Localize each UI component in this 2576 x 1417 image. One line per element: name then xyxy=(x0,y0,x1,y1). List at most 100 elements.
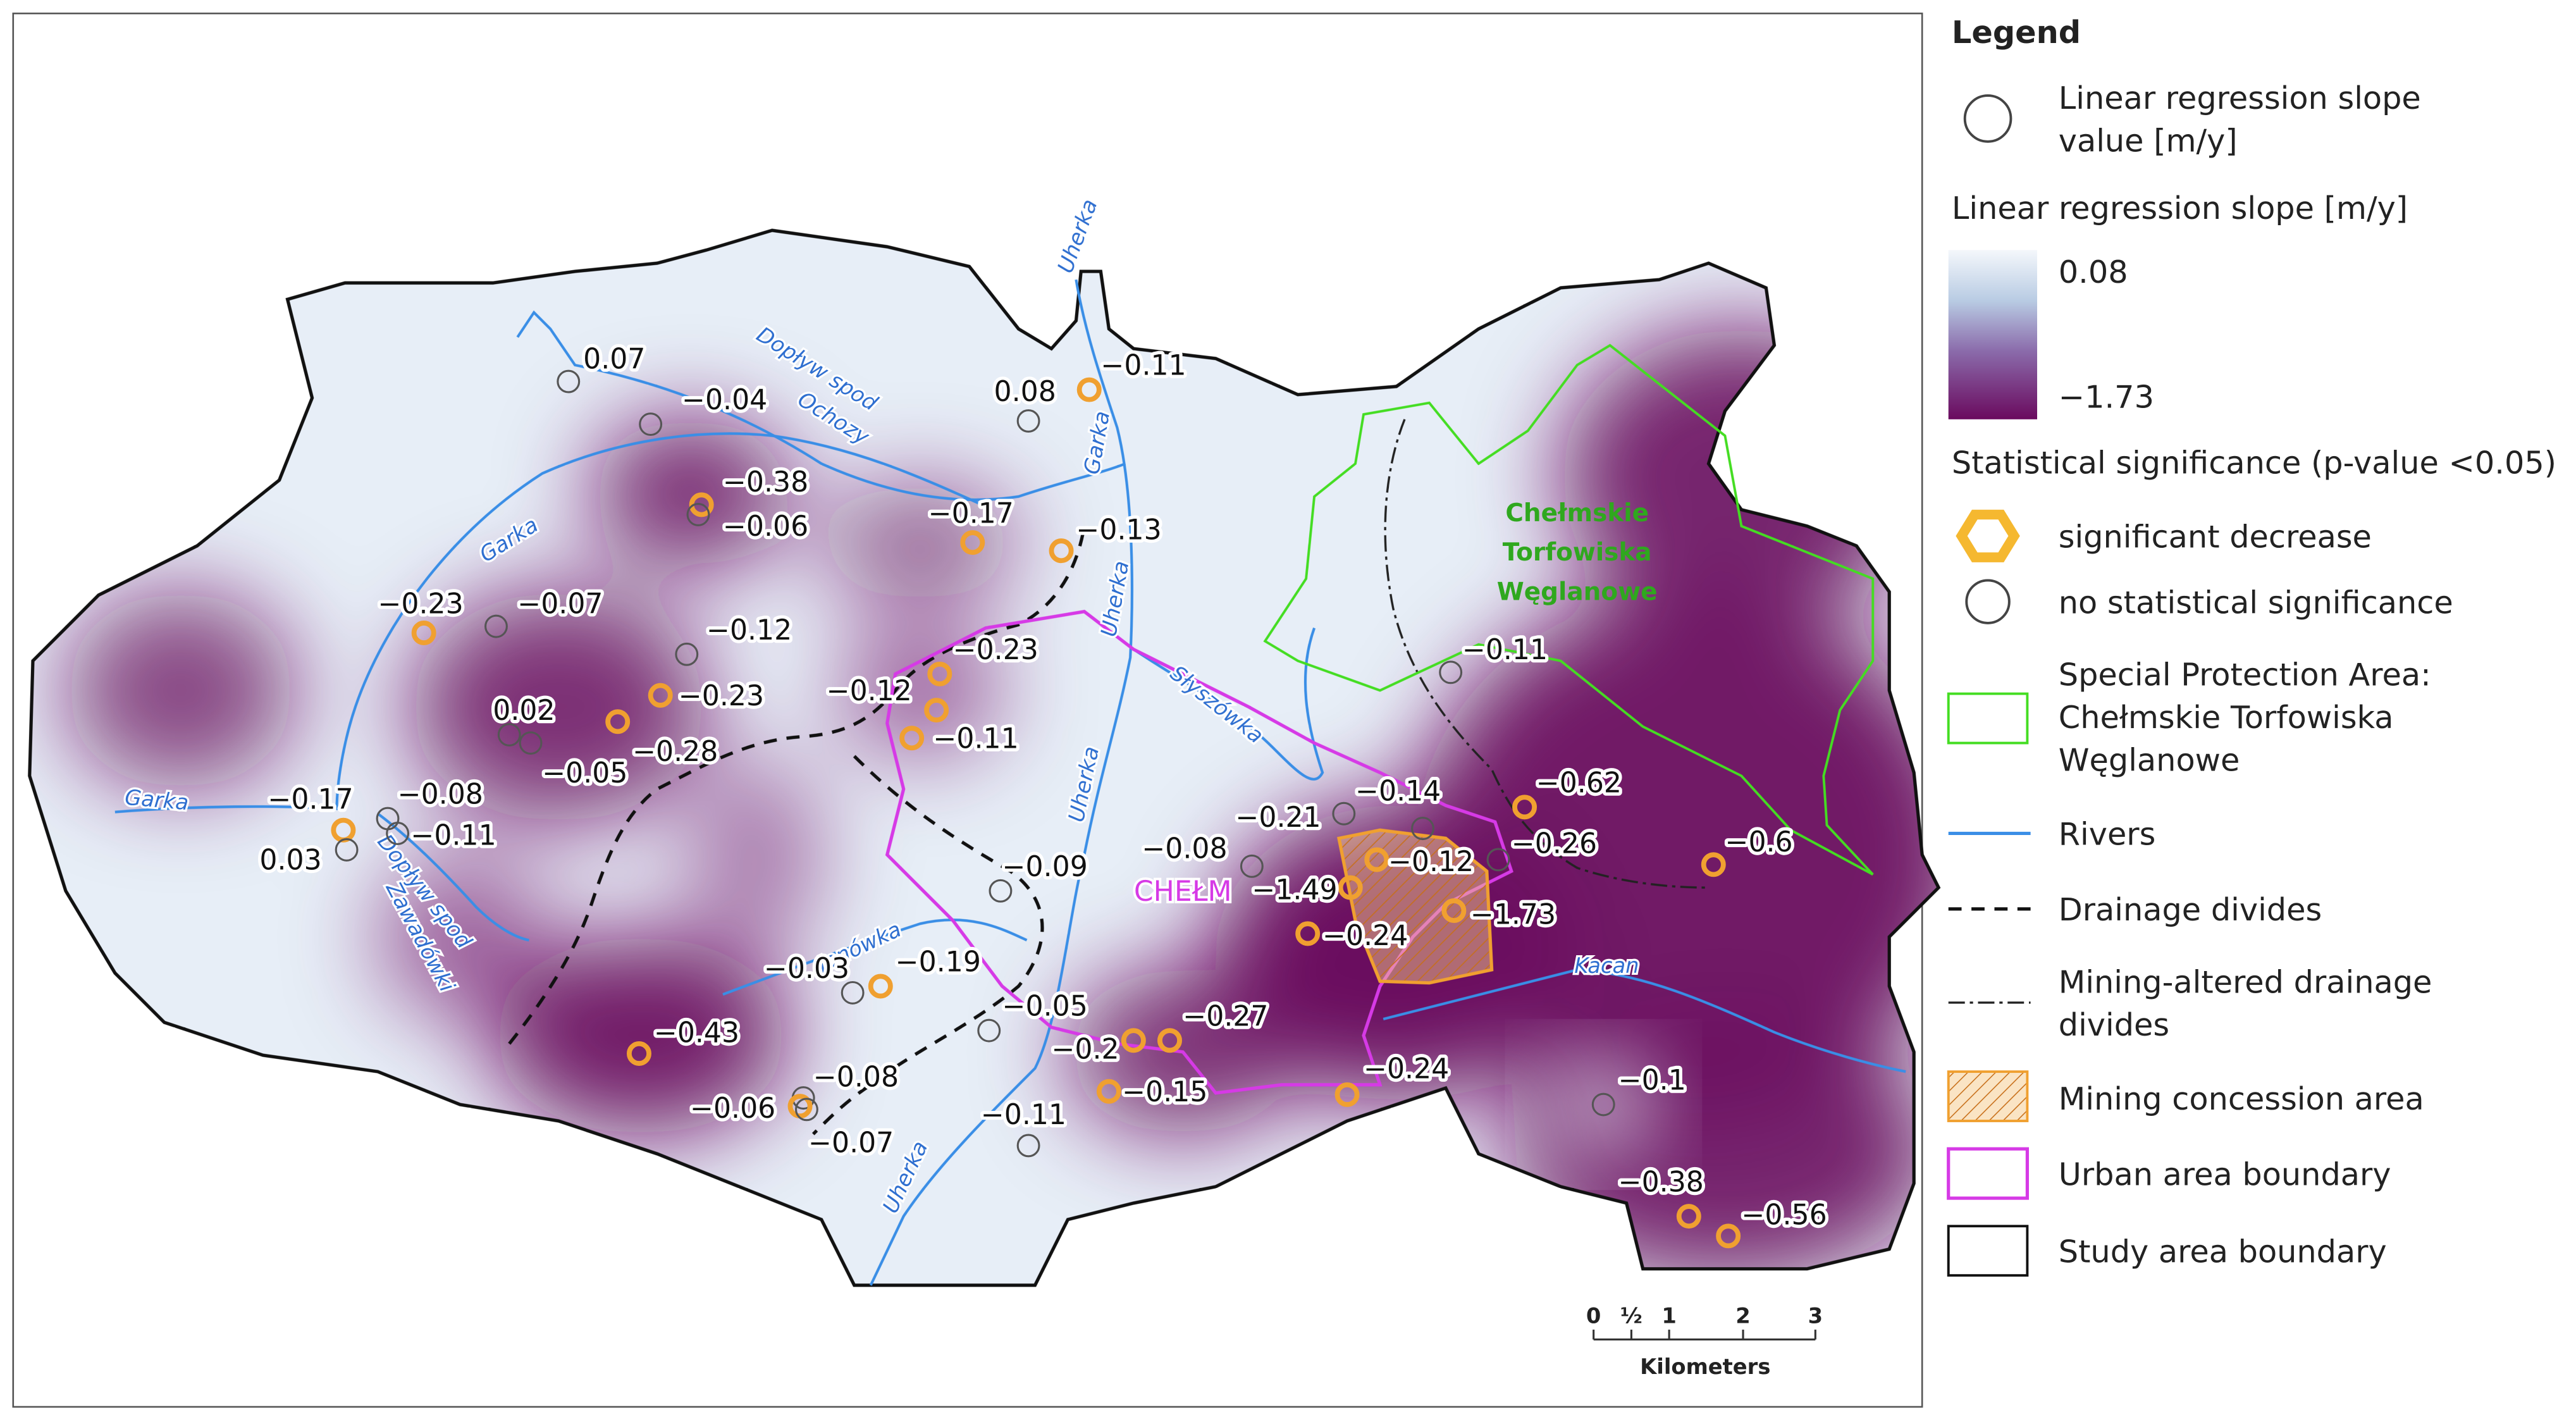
point-label: −0.23 xyxy=(953,634,1038,666)
scale-tick-label: 0 xyxy=(1586,1303,1601,1328)
point xyxy=(335,838,359,862)
point-label: −0.08 xyxy=(1142,832,1227,865)
legend-label: Mining-altered drainage xyxy=(2059,963,2432,1000)
legend: Legend Linear regression slope value [m/… xyxy=(1947,14,2556,1277)
point-label: −0.1 xyxy=(1618,1065,1686,1097)
point-label: −0.23 xyxy=(378,588,463,620)
point-label: −0.11 xyxy=(981,1099,1066,1131)
point-label: −0.13 xyxy=(1076,514,1161,546)
significant-point xyxy=(899,726,925,751)
point xyxy=(1411,817,1434,841)
significant-point xyxy=(927,661,952,686)
legend-title: Legend xyxy=(1952,14,2081,51)
significant-point xyxy=(1676,1204,1701,1229)
spa-label-line: Torfowiska xyxy=(1503,538,1652,567)
point-label: −0.11 xyxy=(1462,634,1548,666)
point xyxy=(1016,409,1040,433)
point-label: −0.11 xyxy=(410,820,496,852)
legend-label: Chełmskie Torfowiska xyxy=(2059,699,2394,736)
legend-label: Mining concession area xyxy=(2059,1080,2424,1117)
significant-point xyxy=(1121,1028,1146,1053)
rivers xyxy=(114,279,1906,1286)
points: 0.07 −0.04 0.08 −0.11 −0.38 −0.06 −0.17 −0.13 −0… xyxy=(256,340,1830,1249)
point-label: −0.23 xyxy=(679,680,764,712)
river-label: Garka xyxy=(124,785,190,815)
legend-label: divides xyxy=(2059,1006,2169,1043)
point xyxy=(989,879,1013,903)
significant-point xyxy=(787,1094,813,1119)
point xyxy=(841,981,865,1005)
point xyxy=(1486,848,1510,872)
significant-point xyxy=(1441,898,1467,923)
point-label: −0.03 xyxy=(764,953,849,985)
point-label: −1.73 xyxy=(1470,898,1556,931)
point-label: −0.28 xyxy=(632,736,718,768)
significant-point xyxy=(1701,852,1726,877)
point xyxy=(1240,854,1264,878)
significant-point xyxy=(626,1041,651,1066)
point xyxy=(794,1098,818,1122)
point-label: −0.11 xyxy=(1100,350,1186,382)
point xyxy=(386,821,410,845)
legend-label: Drainage divides xyxy=(2059,891,2322,928)
point-label: −0.38 xyxy=(1618,1166,1704,1199)
spa-label-line: Chełmskie xyxy=(1505,499,1649,528)
city-label: CHEŁM xyxy=(1134,876,1232,908)
point xyxy=(557,369,581,393)
point xyxy=(639,412,663,436)
point-label: −0.12 xyxy=(706,614,792,647)
legend-label: Linear regression slope xyxy=(2059,80,2421,116)
mining-altered-divide xyxy=(1384,419,1709,889)
significant-point xyxy=(411,621,436,645)
significant-point xyxy=(1295,921,1321,946)
legend-label: Rivers xyxy=(2059,816,2156,853)
significant-point xyxy=(1334,1082,1360,1107)
river-label: Kacan xyxy=(1574,953,1639,978)
point-label: −0.07 xyxy=(808,1127,894,1159)
point-label: −0.21 xyxy=(1235,801,1321,834)
point-label: −0.12 xyxy=(1388,846,1474,878)
point-label: 0.03 xyxy=(259,845,321,877)
point-label: −1.49 xyxy=(1252,874,1337,906)
significant-point xyxy=(1338,875,1363,900)
significant-point xyxy=(648,683,673,708)
point-label: −0.26 xyxy=(1512,828,1597,860)
scale-tick-label: 3 xyxy=(1808,1303,1823,1328)
legend-label: value [m/y] xyxy=(2059,122,2238,159)
scale-unit: Kilometers xyxy=(1640,1354,1770,1379)
point-label: −0.38 xyxy=(723,466,808,498)
point xyxy=(497,723,521,747)
point xyxy=(1016,1134,1040,1158)
point-label: −0.04 xyxy=(682,384,767,416)
point xyxy=(1439,660,1463,684)
legend-label: Study area boundary xyxy=(2059,1233,2387,1270)
legend-label: no statistical significance xyxy=(2059,584,2453,621)
scale-tick-label: 2 xyxy=(1735,1303,1750,1328)
point-label: −0.05 xyxy=(1002,991,1088,1023)
point-label: 0.08 xyxy=(994,376,1056,408)
point-label: −0.62 xyxy=(1536,767,1622,799)
point xyxy=(686,503,710,526)
legend-label: Linear regression slope [m/y] xyxy=(1952,190,2408,226)
point-label: −0.11 xyxy=(933,722,1018,755)
point-label: −0.06 xyxy=(723,510,808,543)
point xyxy=(484,614,508,638)
significant-point xyxy=(960,530,985,555)
point-label: −0.43 xyxy=(654,1017,739,1049)
point-label: −0.24 xyxy=(1364,1053,1449,1085)
point-label: −0.17 xyxy=(268,783,353,815)
point xyxy=(1332,801,1356,826)
drainage-divide xyxy=(811,755,1044,1135)
point-label: −0.06 xyxy=(690,1092,775,1125)
point-label: −0.2 xyxy=(1051,1033,1119,1065)
point-label: −0.08 xyxy=(813,1061,899,1093)
point-label: −0.09 xyxy=(1002,851,1088,883)
point xyxy=(1591,1092,1615,1117)
significant-point xyxy=(1076,377,1102,402)
scale-tick-label: ½ xyxy=(1620,1303,1642,1328)
point-label: −0.27 xyxy=(1183,1000,1268,1032)
point-label: −0.15 xyxy=(1122,1076,1207,1108)
significant-point xyxy=(1157,1028,1182,1053)
